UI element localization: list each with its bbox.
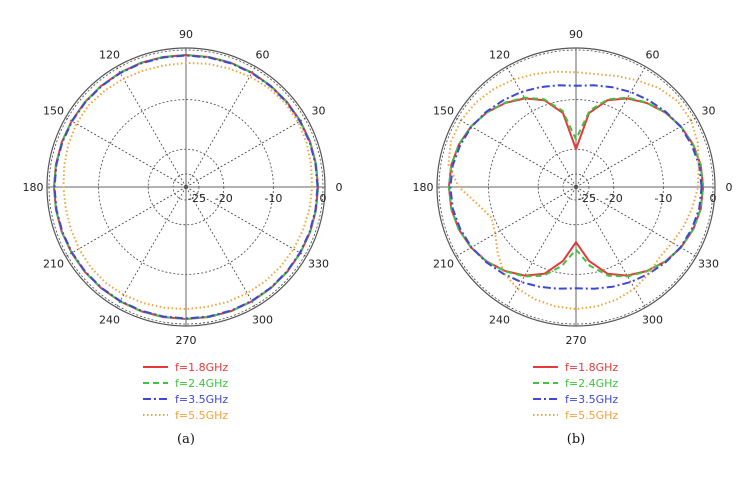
series-line-4 [62, 61, 314, 311]
legend-label-1: f=1.8GHz [175, 361, 228, 374]
angle-spoke [575, 186, 697, 257]
radial-tick-label: 0 [710, 192, 717, 205]
angle-spoke [185, 186, 307, 257]
angle-tick-label: 270 [566, 334, 587, 347]
legend-label-3: f=3.5GHz [565, 393, 618, 406]
angle-spoke [65, 186, 187, 257]
angle-spoke [575, 186, 646, 308]
angle-tick-label: 210 [43, 258, 64, 271]
angle-tick-label: 90 [569, 28, 583, 41]
angle-tick-label: 60 [646, 48, 660, 61]
series-line-4 [447, 70, 700, 311]
angle-tick-label: 0 [336, 181, 343, 194]
radial-tick-label: -25 [578, 192, 596, 205]
radial-tick-label: -20 [215, 192, 233, 205]
series-line-3 [53, 54, 319, 320]
angle-tick-label: 240 [99, 314, 120, 327]
polar-chart-2: 0 30 60 90 120 150 180 210 240 270 300 330 -25 -20 -10… [413, 28, 733, 447]
radial-tick-label: 0 [320, 192, 327, 205]
angle-spoke [116, 186, 187, 308]
legend-label-3: f=3.5GHz [175, 393, 228, 406]
polar-center-dot [183, 184, 189, 190]
series-line-3 [449, 84, 703, 290]
angle-spoke [185, 186, 256, 308]
angle-tick-label: 330 [308, 258, 329, 271]
radial-tick-label: -10 [654, 192, 672, 205]
angle-spoke [455, 186, 577, 257]
legend-label-4: f=5.5GHz [565, 409, 618, 422]
angle-tick-label: 210 [433, 258, 454, 271]
angle-tick-label: 30 [702, 105, 716, 118]
legend-label-1: f=1.8GHz [565, 361, 618, 374]
angle-tick-label: 90 [179, 28, 193, 41]
angle-spoke [65, 117, 187, 188]
radial-tick-label: -25 [188, 192, 206, 205]
legend-label-2: f=2.4GHz [175, 377, 228, 390]
angle-tick-label: 240 [489, 314, 510, 327]
panel-label: (a) [177, 432, 195, 447]
angle-tick-label: 150 [433, 105, 454, 118]
angle-tick-label: 300 [252, 314, 273, 327]
angle-spoke [575, 66, 646, 188]
angle-spoke [506, 66, 577, 188]
angle-spoke [506, 186, 577, 308]
angle-spoke [455, 117, 577, 188]
radial-tick-label: -10 [264, 192, 282, 205]
angle-tick-label: 0 [726, 181, 733, 194]
series-line-2 [447, 96, 705, 278]
angle-tick-label: 120 [489, 48, 510, 61]
angle-spoke [116, 66, 187, 188]
legend-label-2: f=2.4GHz [565, 377, 618, 390]
polar-chart-1: 0 30 60 90 120 150 180 210 240 270 300 330 -25 -20 -10… [23, 28, 343, 447]
angle-tick-label: 180 [413, 181, 434, 194]
angle-spoke [185, 66, 256, 188]
angle-tick-label: 270 [176, 334, 197, 347]
panel-label: (b) [567, 432, 585, 447]
angle-tick-label: 330 [698, 258, 719, 271]
polar-center-dot [573, 184, 579, 190]
radial-tick-label: -20 [605, 192, 623, 205]
angle-tick-label: 300 [642, 314, 663, 327]
angle-spoke [575, 117, 697, 188]
angle-tick-label: 30 [312, 105, 326, 118]
angle-tick-label: 120 [99, 48, 120, 61]
angle-tick-label: 150 [43, 105, 64, 118]
angle-tick-label: 60 [256, 48, 270, 61]
legend-label-4: f=5.5GHz [175, 409, 228, 422]
angle-tick-label: 180 [23, 181, 44, 194]
angle-spoke [185, 117, 307, 188]
